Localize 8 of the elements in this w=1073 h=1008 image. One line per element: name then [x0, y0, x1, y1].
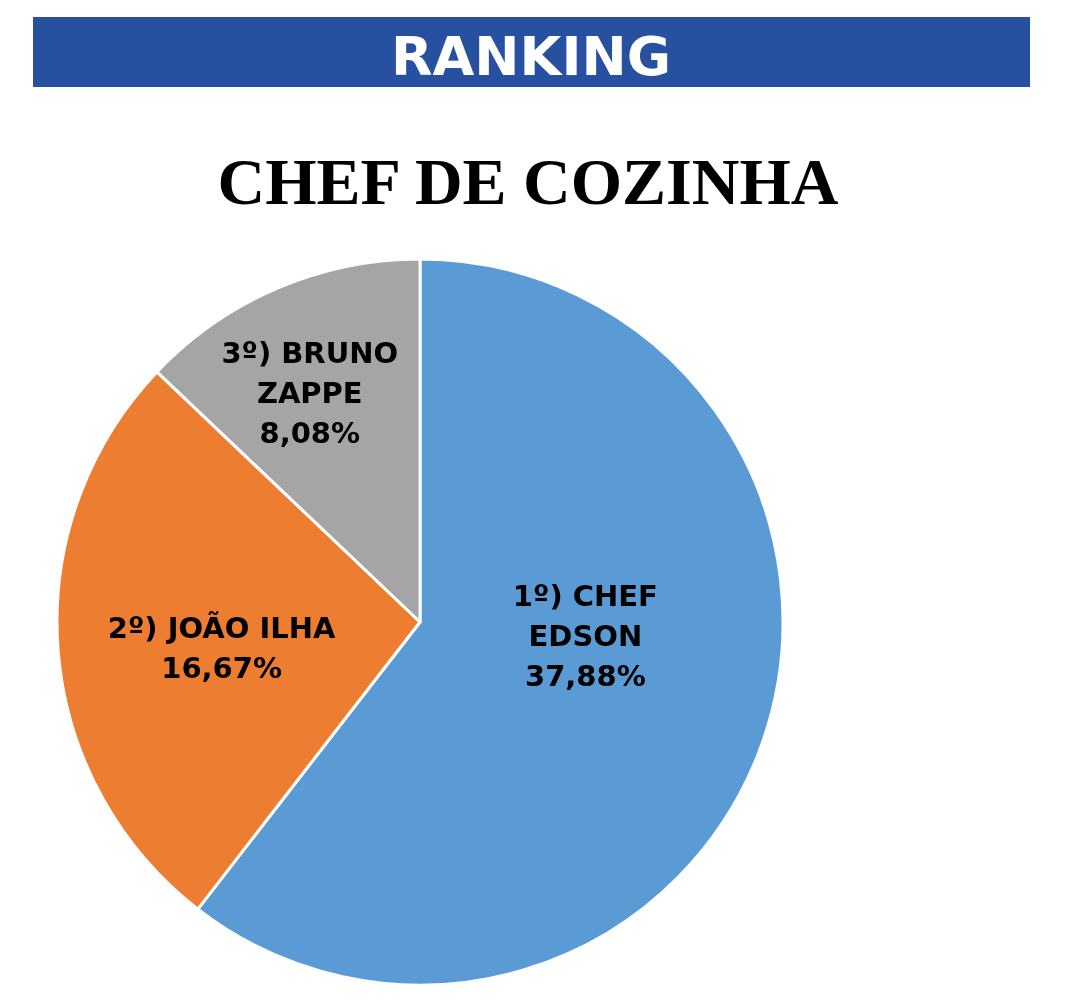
slice-label: 3º) BRUNO ZAPPE — [221, 336, 399, 411]
chart-subtitle: CHEF DE COZINHA — [217, 145, 839, 218]
chart-title: RANKING — [390, 25, 672, 88]
data-label: 37,88% — [525, 659, 646, 694]
slice-label: 1º) CHEF EDSON — [512, 579, 658, 654]
slice-label: 2º) JOÃO ILHA — [107, 610, 337, 645]
data-label: 16,67% — [161, 650, 283, 685]
data-label: 8,08% — [259, 416, 361, 451]
